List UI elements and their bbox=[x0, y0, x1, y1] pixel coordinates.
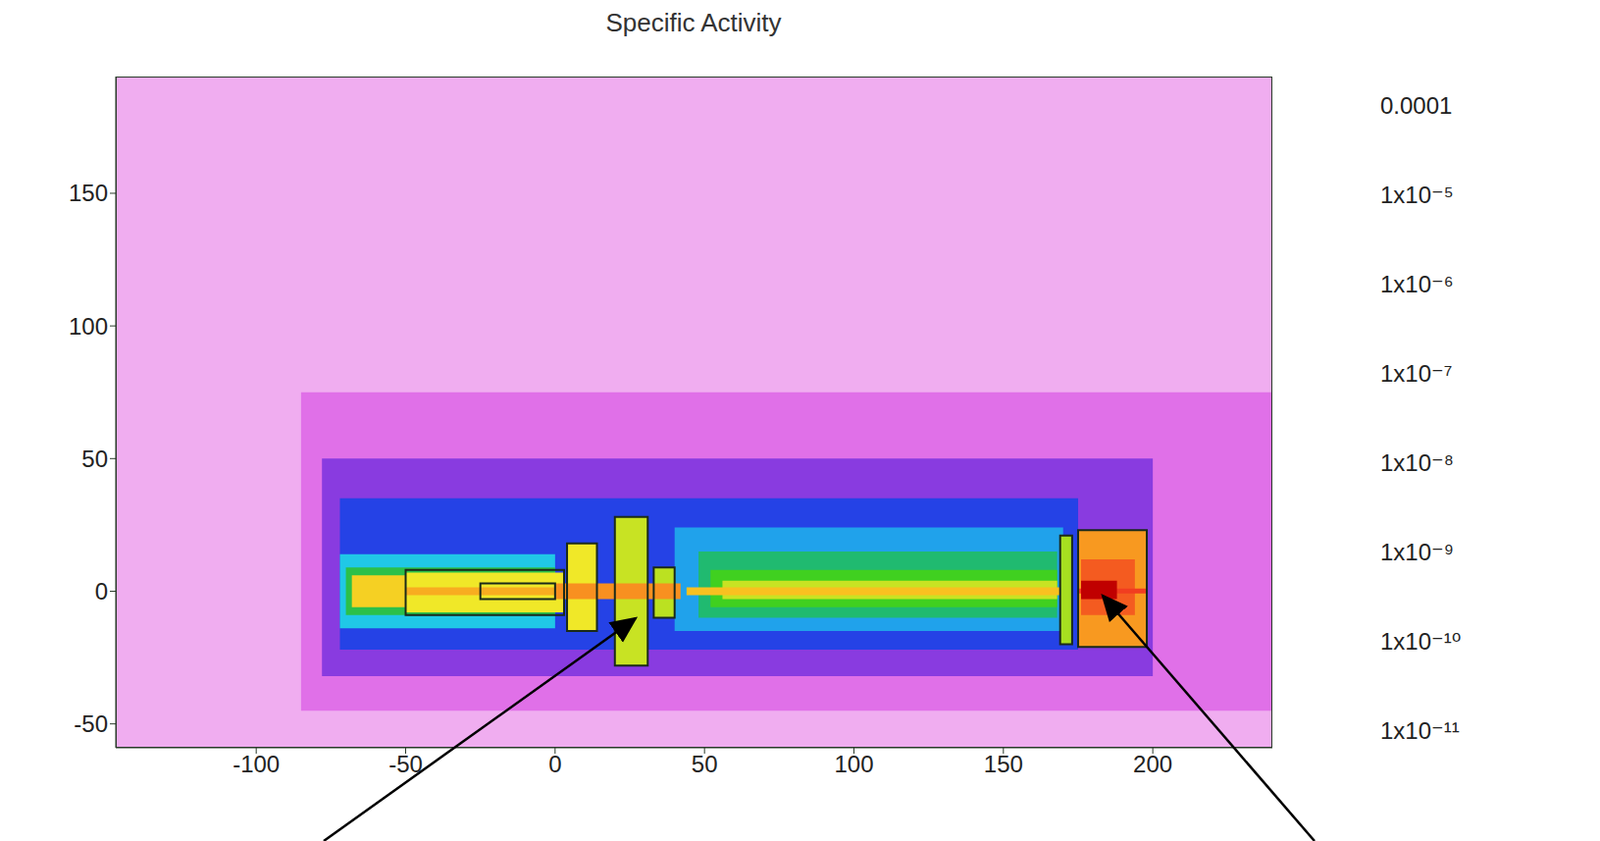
svg-text:1x10⁻⁸: 1x10⁻⁸ bbox=[1380, 449, 1454, 476]
svg-text:150: 150 bbox=[983, 750, 1024, 777]
svg-text:-100: -100 bbox=[232, 750, 280, 777]
svg-text:50: 50 bbox=[691, 750, 719, 777]
svg-text:1x10⁻¹⁰: 1x10⁻¹⁰ bbox=[1380, 627, 1461, 655]
svg-text:1x10⁻⁶: 1x10⁻⁶ bbox=[1380, 270, 1454, 298]
svg-text:-50: -50 bbox=[73, 710, 108, 737]
svg-text:-50: -50 bbox=[388, 750, 423, 777]
html-text:Specific Activity: Specific Activity bbox=[605, 7, 782, 38]
svg-text:100: 100 bbox=[68, 312, 108, 340]
svg-text:1x10⁻⁹: 1x10⁻⁹ bbox=[1380, 538, 1454, 566]
svg-text:1x10⁻¹¹: 1x10⁻¹¹ bbox=[1380, 717, 1460, 744]
svg-text:0: 0 bbox=[548, 750, 562, 777]
svg-text:100: 100 bbox=[833, 750, 874, 777]
svg-text:200: 200 bbox=[1133, 750, 1173, 777]
svg-text:150: 150 bbox=[68, 179, 108, 207]
svg-text:1x10⁻⁷: 1x10⁻⁷ bbox=[1380, 360, 1452, 387]
svg-text:50: 50 bbox=[81, 445, 108, 472]
svg-text:0: 0 bbox=[95, 577, 108, 605]
svg-text:1x10⁻⁵: 1x10⁻⁵ bbox=[1380, 181, 1454, 208]
svg-text:0.0001: 0.0001 bbox=[1380, 92, 1452, 119]
